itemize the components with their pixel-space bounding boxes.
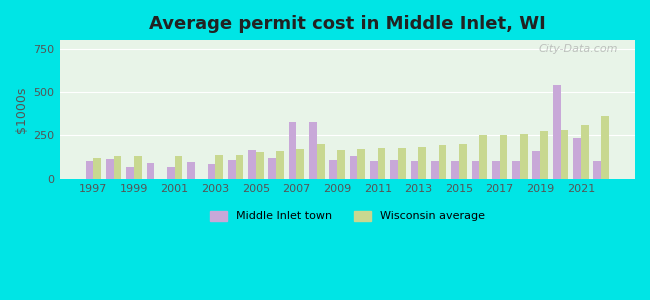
Bar xyxy=(134,156,142,179)
Bar xyxy=(228,160,235,179)
Bar xyxy=(317,144,324,179)
Bar xyxy=(492,160,500,179)
Bar xyxy=(398,148,406,179)
Bar xyxy=(187,162,195,179)
Bar xyxy=(289,122,296,179)
Bar xyxy=(268,158,276,179)
Bar xyxy=(439,145,447,179)
Bar xyxy=(451,161,459,179)
Bar xyxy=(459,144,467,179)
Bar xyxy=(581,125,588,179)
Bar xyxy=(94,158,101,179)
Y-axis label: $1000s: $1000s xyxy=(15,86,28,133)
Bar xyxy=(358,149,365,179)
Bar xyxy=(532,151,540,179)
Bar xyxy=(235,154,243,179)
Bar xyxy=(256,152,264,179)
Legend: Middle Inlet town, Wisconsin average: Middle Inlet town, Wisconsin average xyxy=(205,206,489,226)
Bar xyxy=(390,160,398,179)
Bar xyxy=(573,138,581,179)
Bar xyxy=(296,149,304,179)
Bar xyxy=(540,131,548,179)
Bar xyxy=(512,161,520,179)
Bar xyxy=(114,156,122,179)
Bar xyxy=(175,156,183,179)
Text: City-Data.com: City-Data.com xyxy=(538,44,617,54)
Bar xyxy=(411,160,419,179)
Bar xyxy=(309,122,317,179)
Title: Average permit cost in Middle Inlet, WI: Average permit cost in Middle Inlet, WI xyxy=(149,15,545,33)
Bar xyxy=(431,161,439,179)
Bar xyxy=(126,167,134,179)
Bar xyxy=(560,130,568,179)
Bar xyxy=(147,163,154,179)
Bar xyxy=(207,164,215,179)
Bar xyxy=(593,161,601,179)
Bar xyxy=(378,148,385,179)
Bar xyxy=(479,135,487,179)
Bar xyxy=(167,167,175,179)
Bar xyxy=(419,147,426,179)
Bar xyxy=(86,161,94,179)
Bar xyxy=(370,160,378,179)
Bar xyxy=(337,150,345,179)
Bar xyxy=(215,154,223,179)
Bar xyxy=(248,150,256,179)
Bar xyxy=(601,116,609,179)
Bar xyxy=(330,160,337,179)
Bar xyxy=(552,85,560,179)
Bar xyxy=(350,156,358,179)
Bar xyxy=(276,151,284,179)
Bar xyxy=(106,159,114,179)
Bar xyxy=(500,135,507,179)
Bar xyxy=(471,161,479,179)
Bar xyxy=(520,134,528,179)
